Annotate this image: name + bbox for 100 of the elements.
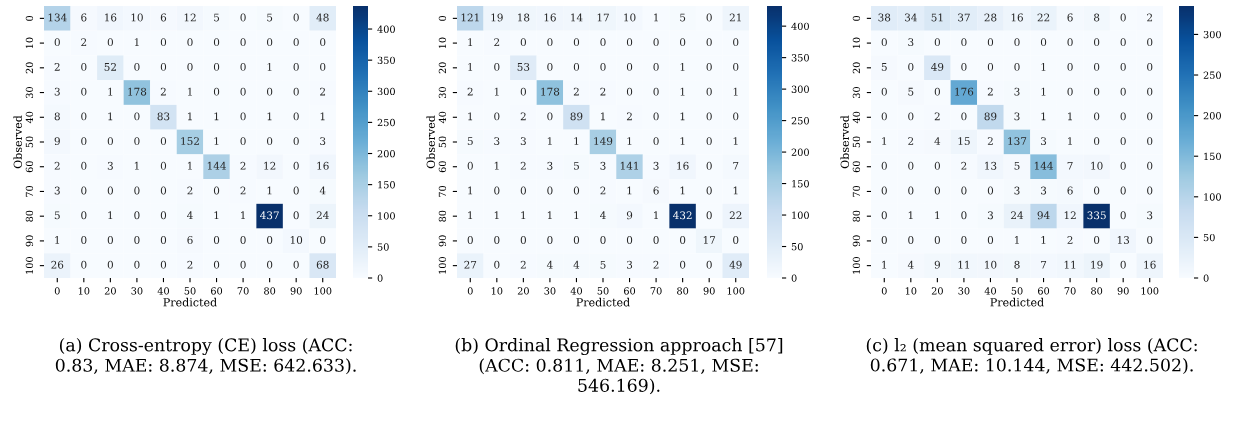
data-label: 0 (1120, 112, 1126, 121)
data-label: 1 (627, 186, 632, 195)
data-label: 0 (213, 186, 220, 195)
data-label: 6 (187, 236, 193, 244)
y-tick-label: 40 (25, 111, 34, 124)
data-label: 37 (958, 13, 970, 22)
data-label: 2 (240, 161, 246, 170)
data-label: 0 (81, 260, 87, 269)
data-label: 178 (128, 87, 147, 96)
data-label: 8 (1094, 13, 1100, 22)
data-label: 141 (620, 161, 639, 170)
data-label: 0 (54, 38, 60, 47)
data-label: 0 (706, 38, 712, 47)
data-label: 152 (181, 137, 199, 146)
data-label: 1 (627, 137, 632, 145)
data-label: 0 (107, 260, 113, 269)
data-label: 4 (907, 260, 914, 269)
data-label: 3 (320, 137, 326, 146)
data-label: 0 (1120, 87, 1126, 96)
data-label: 0 (134, 260, 140, 269)
data-label: 0 (1120, 62, 1126, 71)
data-label: 0 (1014, 38, 1020, 47)
color-bar-label: 0 (791, 274, 797, 282)
data-label: 1 (733, 87, 738, 96)
y-tick-label: 80 (438, 210, 447, 222)
data-label: 1 (320, 112, 325, 121)
data-label: 0 (881, 112, 887, 121)
x-tick-label: 60 (624, 287, 636, 295)
data-label: 3 (600, 161, 606, 170)
data-label: 0 (494, 186, 500, 195)
data-label: 0 (467, 161, 473, 170)
data-label: 0 (293, 38, 299, 47)
data-label: 38 (878, 13, 891, 22)
data-label: 0 (547, 62, 553, 71)
data-label: 16 (677, 161, 689, 170)
data-label: 0 (733, 112, 739, 121)
color-bar-label: 0 (377, 274, 383, 282)
data-label: 0 (107, 38, 113, 47)
data-label: 176 (955, 87, 974, 96)
x-tick-label: 50 (597, 287, 609, 295)
data-label: 2 (520, 161, 526, 170)
x-tick-label: 10 (491, 287, 503, 295)
data-label: 8 (54, 112, 60, 121)
color-bar-label: 250 (1203, 71, 1221, 79)
data-label: 0 (987, 62, 994, 71)
data-label: 1 (468, 38, 473, 46)
data-label: 0 (467, 236, 473, 244)
x-tick-label: 60 (1038, 287, 1050, 295)
y-tick-label: 30 (852, 87, 861, 98)
data-label: 0 (1040, 38, 1047, 47)
data-label: 121 (461, 13, 479, 22)
data-label: 0 (1147, 112, 1153, 121)
data-label: 14 (571, 13, 583, 22)
data-label: 68 (316, 260, 329, 269)
data-label: 0 (1120, 38, 1126, 47)
data-label: 1 (494, 211, 499, 220)
x-tick-label: 30 (544, 287, 556, 295)
data-label: 0 (706, 87, 712, 96)
data-label: 0 (107, 186, 113, 195)
data-label: 0 (600, 62, 606, 71)
data-label: 1 (187, 87, 192, 96)
data-label: 0 (626, 87, 633, 96)
data-label: 1 (468, 211, 473, 220)
data-label: 0 (1120, 137, 1126, 146)
data-label: 10 (624, 13, 636, 22)
data-label: 0 (520, 236, 526, 244)
data-label: 24 (316, 211, 329, 220)
data-label: 89 (570, 112, 583, 121)
data-label: 0 (1147, 236, 1153, 244)
data-label: 144 (207, 161, 226, 170)
x-tick-label: 40 (570, 287, 582, 295)
data-label: 0 (881, 236, 887, 244)
data-label: 3 (1014, 112, 1020, 121)
data-label: 2 (520, 112, 526, 121)
y-tick-label: 90 (852, 235, 861, 247)
y-axis-title: Observed (13, 115, 23, 169)
x-tick-label: 100 (1141, 287, 1159, 295)
data-label: 2 (320, 87, 326, 96)
color-bar-label: 50 (377, 243, 389, 251)
data-label: 8 (1014, 260, 1020, 269)
data-label: 83 (157, 112, 170, 121)
data-label: 27 (464, 260, 477, 269)
data-label: 1 (680, 186, 685, 195)
data-label: 48 (316, 13, 329, 22)
data-label: 0 (1147, 38, 1153, 47)
data-label: 0 (706, 161, 712, 170)
y-tick-label: 70 (25, 185, 34, 197)
data-label: 2 (573, 87, 579, 96)
data-label: 2 (600, 186, 606, 195)
data-label: 0 (494, 236, 500, 244)
color-bar-label: 100 (792, 211, 809, 219)
data-label: 6 (1067, 186, 1073, 195)
data-label: 0 (240, 87, 246, 96)
data-label: 5 (467, 137, 473, 146)
color-bar-label: 200 (791, 148, 809, 156)
data-label: 0 (1014, 62, 1020, 71)
text: (a) Cross-entropy (CE) loss (ACC: 0.83, MAE: 8.874, MSE: 642.633). (55, 338, 356, 375)
data-label: 1 (108, 211, 113, 220)
data-label: 19 (1091, 260, 1103, 269)
data-label: 16 (1144, 260, 1156, 269)
